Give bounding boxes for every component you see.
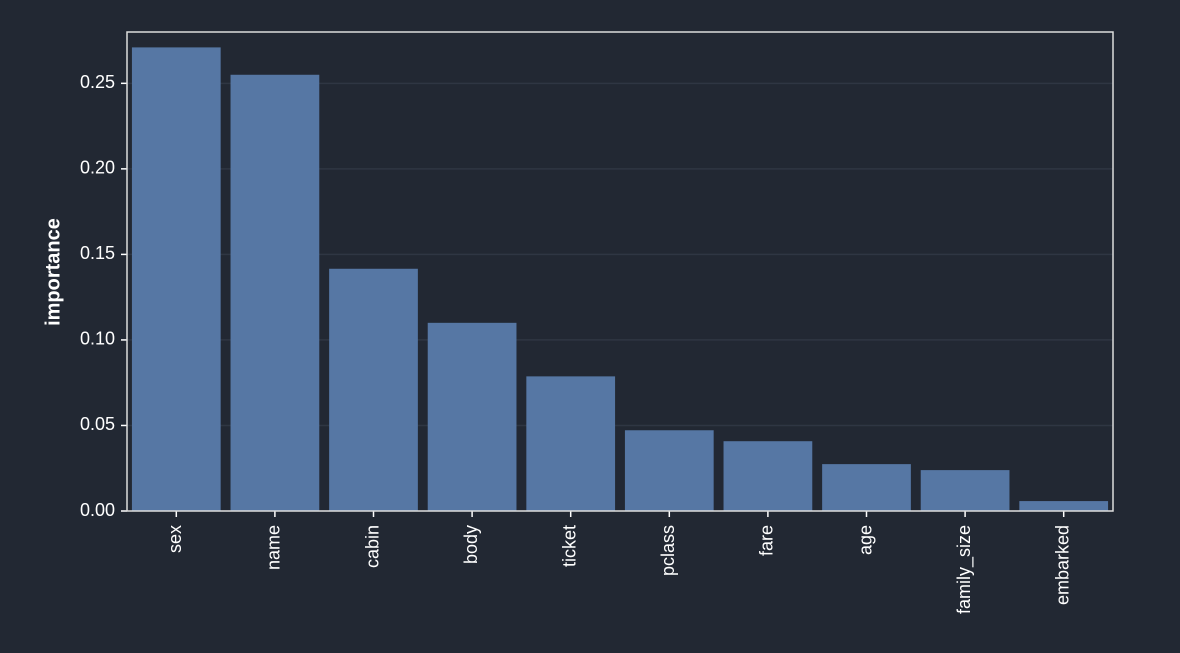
y-tick-label: 0.20 bbox=[80, 158, 115, 178]
bar bbox=[723, 441, 813, 511]
plot-frame bbox=[126, 31, 1114, 512]
x-tick-label: embarked bbox=[1052, 525, 1072, 605]
bar bbox=[920, 470, 1010, 511]
bar bbox=[131, 47, 221, 512]
bar bbox=[1019, 501, 1109, 511]
y-tick-label: 0.15 bbox=[80, 243, 115, 263]
x-tick-label: pclass bbox=[658, 525, 678, 576]
x-tick-label: name bbox=[264, 525, 284, 570]
bar bbox=[427, 322, 517, 511]
x-tick-label: family_size bbox=[954, 525, 975, 614]
y-axis-title: importance bbox=[42, 218, 64, 326]
x-tick-label: cabin bbox=[362, 525, 382, 568]
x-tick-label: body bbox=[461, 525, 481, 564]
bar bbox=[329, 268, 418, 511]
x-tick-label: age bbox=[855, 525, 875, 555]
x-tick-label: ticket bbox=[559, 525, 579, 567]
x-tick-label: fare bbox=[757, 525, 777, 556]
y-tick-label: 0.10 bbox=[80, 329, 115, 349]
y-tick-label: 0.25 bbox=[80, 72, 115, 92]
y-tick-label: 0.05 bbox=[80, 414, 115, 434]
x-tick-label: sex bbox=[165, 525, 185, 553]
bar bbox=[822, 464, 911, 511]
bar bbox=[624, 430, 714, 511]
y-tick-label: 0.00 bbox=[80, 500, 115, 520]
bar bbox=[526, 376, 616, 511]
bar bbox=[230, 74, 320, 512]
